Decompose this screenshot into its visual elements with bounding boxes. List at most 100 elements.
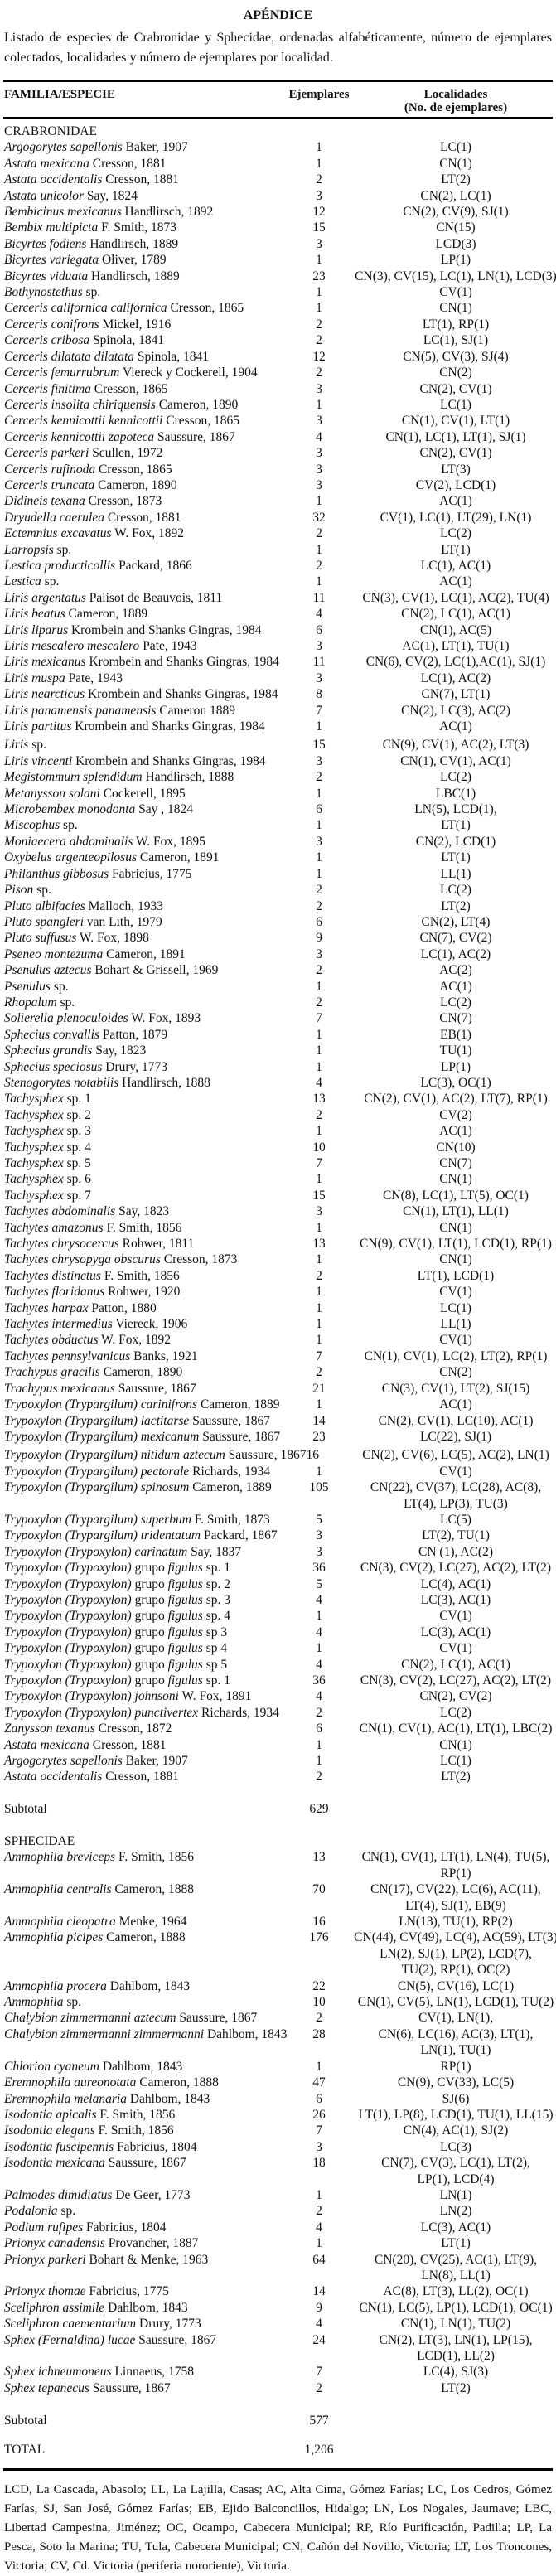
table-row: Astata mexicana Cresson, 1881 1 CN(1) (0, 156, 556, 172)
specimen-count: 2 (316, 317, 322, 332)
localities: CN(6), CV(2), LC(1),AC(1), SJ(1) (365, 655, 546, 670)
species-name: Cerceris truncata Cameron, 1890 (4, 477, 177, 493)
scientific-name: Astata unicolor (4, 188, 85, 203)
species-name: Sphecius speciosus Drury, 1773 (4, 1059, 167, 1075)
scientific-name: Liris mescalero mescalero (4, 639, 140, 653)
table-row: Trypoxylon (Trypoxylon) grupo figulus sp… (0, 1657, 556, 1673)
species-name: Tachysphex sp. 5 (4, 1155, 91, 1171)
localities: LC(1) (440, 397, 471, 412)
species-name: Astata mexicana Cresson, 1881 (4, 1737, 166, 1753)
specimen-count: 1 (316, 1300, 322, 1315)
author: Baker, 1907 (122, 140, 188, 155)
table-row: Podium rufipes Fabricius, 1804 4 LC(3), AC… (0, 2220, 556, 2235)
scientific-name: Trypoxylon (Trypoxylon) (4, 1673, 132, 1687)
author: sp. (57, 2204, 76, 2219)
species-name: Cerceris cribosa Spinola, 1841 (4, 332, 164, 348)
author: sp 5 (202, 1657, 228, 1672)
localities: CN(3), CV(1), LT(2), SJ(15) (381, 1381, 530, 1396)
specimen-count: 4 (316, 2317, 322, 2331)
localities: CN(2) (439, 366, 472, 380)
localities: LT(1) (441, 850, 471, 865)
specimen-count: 7 (316, 2365, 322, 2380)
specimen-count: 2 (316, 1107, 322, 1122)
scientific-name: Tachytes intermedius (4, 1317, 113, 1332)
scientific-name: Ammophila picipes (4, 1930, 104, 1945)
species-table: CRABRONIDAE Argogorytes sapellonis Baker,… (0, 123, 556, 2457)
specimen-count: 4 (316, 1625, 322, 1639)
species-name: Liris beatus Cameron, 1889 (4, 606, 147, 622)
scientific-name: Liris beatus (4, 607, 65, 622)
localities: CN(1) (439, 301, 472, 316)
specimen-count: 3 (316, 446, 322, 461)
species-name: Trypoxylon (Trypargilum) spinosum Camero… (4, 1479, 272, 1495)
species-name: Tachytes pennsylvanicus Banks, 1921 (4, 1349, 198, 1364)
specimen-count: 2 (316, 1365, 322, 1380)
author: Saussure, 1867 (104, 2156, 186, 2171)
author: Cresson, 1865 (90, 381, 168, 396)
localities: CN(2), LC(1) (420, 188, 491, 203)
scientific-name: Argogorytes sapellonis (4, 1754, 123, 1769)
author: sp. 2 (63, 1107, 91, 1122)
author: Bohart & Menke, 1963 (85, 2252, 209, 2267)
author: sp. (28, 738, 46, 753)
scientific-name: Larropsis (4, 542, 54, 557)
specimen-count: 26 (312, 2107, 326, 2122)
scientific-name: Trypoxylon (Trypoxylon) (4, 1625, 132, 1639)
scientific-name: figulus (167, 1609, 203, 1624)
species-name: Astata mexicana Cresson, 1881 (4, 156, 166, 172)
author: Krombein and Shanks Gingras, 1984 (85, 687, 278, 702)
localities: LN(1) (439, 2187, 472, 2202)
table-row: Tachytes chrysopyga obscurus Cresson, 18… (0, 1252, 556, 1267)
table-row: Podalonia sp. 2 LN(2) (0, 2203, 556, 2219)
scientific-name: Lestica producticollis (4, 558, 116, 573)
author: Saussure, 1867 (89, 2380, 171, 2395)
scientific-name: Ammophila centralis (4, 1882, 112, 1897)
table-row: Palmodes dimidiatus De Geer, 1773 1 LN(1) (0, 2187, 556, 2203)
localities: CN(1) (439, 156, 472, 171)
specimen-count: 1 (316, 1609, 322, 1624)
author: Cameron, 1890 (99, 1365, 183, 1380)
table-row: Chlorion cyaneum Dahlbom, 1843 1 RP(1) (0, 2059, 556, 2075)
localities: CV(1) (439, 1464, 472, 1479)
specimen-count: 3 (316, 236, 322, 251)
species-name: Prionyx thomae Fabricius, 1775 (4, 2283, 169, 2299)
specimen-count: 3 (316, 462, 322, 477)
specimen-count: 5 (316, 1512, 322, 1527)
localities: CN(1), CV(1), LT(1) (401, 414, 510, 429)
table-row: Solierella plenoculoides W. Fox, 1893 7 CN… (0, 1010, 556, 1026)
specimen-count: 1 (316, 1464, 322, 1479)
author: Pate, 1943 (139, 639, 197, 653)
specimen-count: 2 (316, 1770, 322, 1784)
author: Cresson, 1865 (167, 301, 244, 316)
table-row: Trypoxylon (Trypargilum) mexicanum Sauss… (0, 1429, 556, 1445)
table-row: Trypoxylon (Trypoxylon) johnsoni W. Fox,… (0, 1688, 556, 1704)
scientific-name: Sphecius convallis (4, 1027, 99, 1042)
species-name: Cerceris insolita chiriquensis Cameron, … (4, 397, 238, 413)
species-name: Tachytes amazonus F. Smith, 1856 (4, 1220, 181, 1236)
specimen-count: 5 (316, 1576, 322, 1591)
table-row: Trypoxylon (Trypargilum) pectorale Richa… (0, 1464, 556, 1479)
localities: CN(1), LN(1), TU(2) (400, 2317, 511, 2331)
author: sp 3 (202, 1625, 228, 1639)
specimen-count: 1 (316, 397, 322, 412)
localities: LC(4), SJ(3) (423, 2365, 489, 2380)
table-row: Didineis texana Cresson, 1873 1 AC(1) (0, 493, 556, 509)
scientific-name: Trypoxylon (Trypargilum) tridentatum (4, 1528, 201, 1543)
species-name: Bicyrtes viduata Handlirsch, 1889 (4, 269, 180, 284)
author: sp. 4 (202, 1609, 230, 1624)
localities: CN(2), CV(1) (419, 446, 492, 461)
total-row: TOTAL 1,206 (0, 2442, 556, 2457)
localities: CN(1) (439, 1220, 472, 1235)
scientific-name: Tachytes obductus (4, 1333, 99, 1348)
scientific-name: Argogorytes sapellonis (4, 140, 123, 155)
scientific-name: Tachytes harpax (4, 1300, 89, 1315)
localities: LT(2) (441, 2380, 471, 2395)
scientific-name: figulus (167, 1592, 203, 1607)
species-name: Chalybion zimmermanni aztecum Saussure, … (4, 2010, 257, 2026)
scientific-name: Astata mexicana (4, 156, 89, 171)
author: F. Smith, 1873 (98, 220, 177, 235)
table-row: Tachysphex sp. 7 15 CN(8), LC(1), LT(5), O… (0, 1188, 556, 1203)
localities: LC(1), SJ(1) (423, 333, 489, 348)
table-row: Astata occidentalis Cresson, 1881 2 LT(2) (0, 172, 556, 187)
author: Handlirsch, 1889 (88, 269, 180, 283)
